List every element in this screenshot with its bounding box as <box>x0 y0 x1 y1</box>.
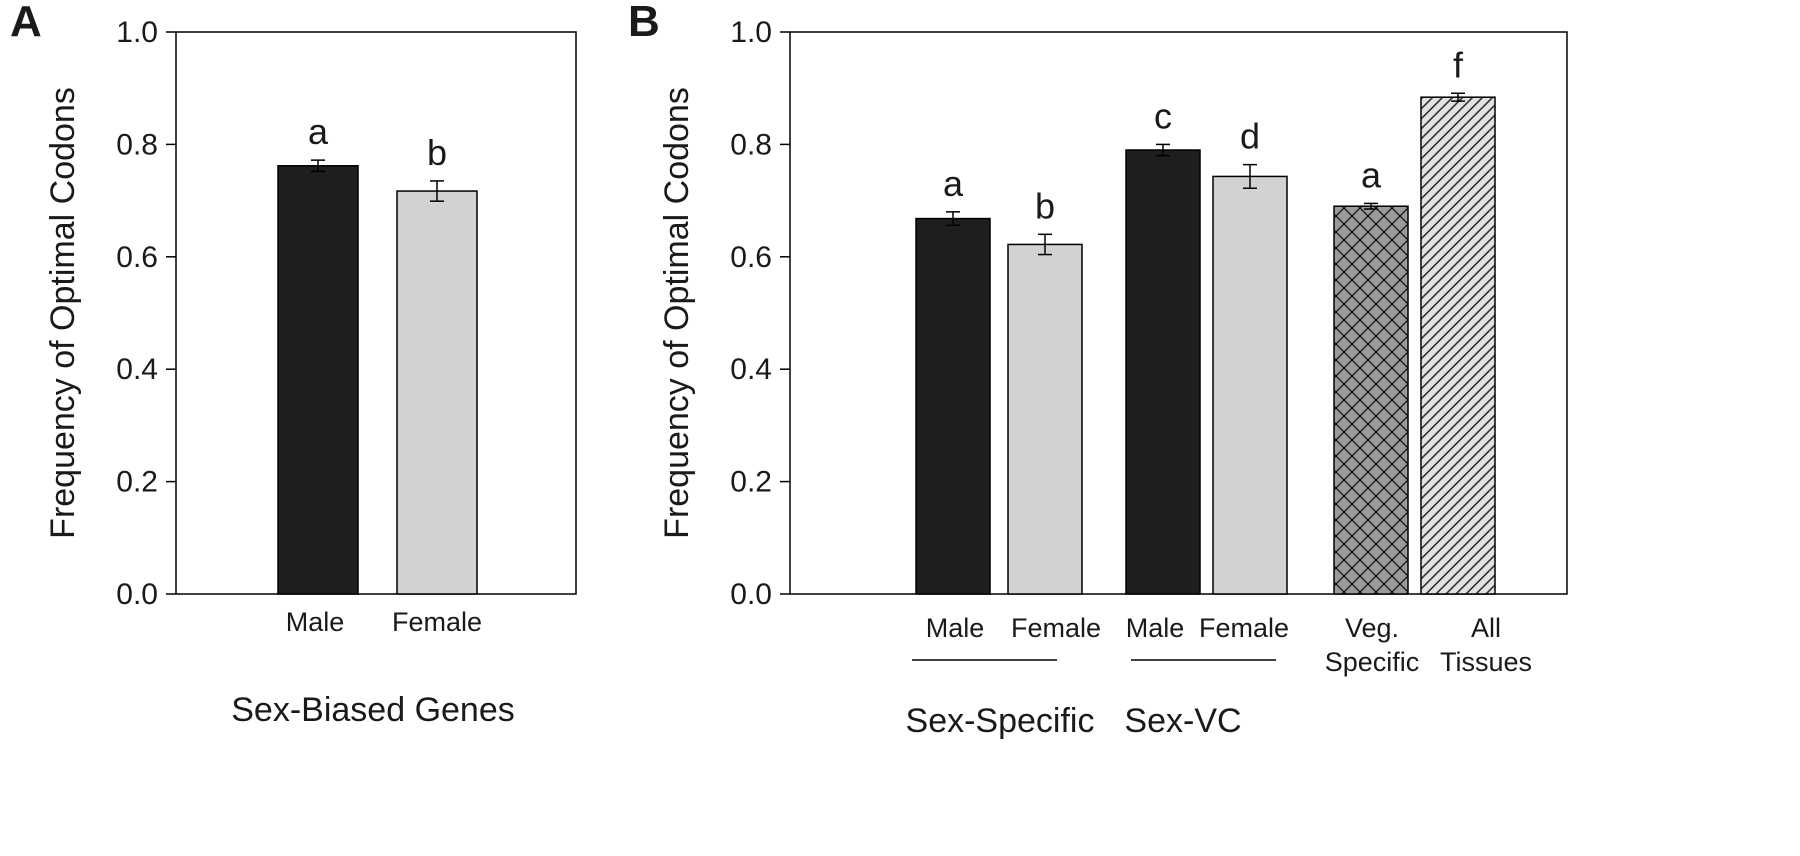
panel-b-y-axis-title: Frequency of Optimal Codons <box>658 87 696 539</box>
panel-b-significance-letter: b <box>1035 185 1055 226</box>
panel-b-significance-letter: a <box>943 163 964 204</box>
panel-b-bar <box>1420 96 1496 595</box>
panel-a-group-label: Sex-Biased Genes <box>231 691 515 729</box>
panel-a-error-bar <box>430 180 444 202</box>
panel-b-error-bar <box>1451 92 1465 102</box>
panel-a-y-axis-title: Frequency of Optimal Codons <box>44 87 82 539</box>
panel-b-y-tick-label: 0.0 <box>730 578 772 611</box>
panel-a-bar <box>277 165 359 595</box>
panel-b-category-label: All <box>1471 613 1501 643</box>
panel-a-plot-frame <box>175 31 577 595</box>
panel-a-y-tick-label: 0.4 <box>116 353 158 386</box>
panel-b-y-tick-label: 0.8 <box>730 128 772 161</box>
panel-b-significance-letter: d <box>1240 116 1260 157</box>
panel-b-error-bar <box>1156 143 1170 157</box>
panel-b-y-ticks: 0.0 0.2 0.4 0.6 0.8 1.0 <box>730 16 790 611</box>
panel-b-y-tick-label: 0.2 <box>730 466 772 499</box>
panel-b: B Frequency of Optimal Codons 0.00.20.40… <box>628 0 1568 740</box>
panel-b-error-bar <box>946 211 960 227</box>
panel-a-bars: a Male b Female <box>277 111 482 637</box>
panel-b-error-bar <box>1364 202 1378 210</box>
panel-b-letter: B <box>628 0 660 46</box>
panel-a-y-tick-label: 0.6 <box>116 241 158 274</box>
panel-b-category-label: Female <box>1011 613 1101 643</box>
panel-b-group-label-sex-specific: Sex-Specific <box>906 702 1095 740</box>
panel-a-y-tick-label: 1.0 <box>116 16 158 49</box>
panel-b-bar <box>1007 243 1083 595</box>
panel-a-y-tick-label: 0.0 <box>116 578 158 611</box>
panel-b-significance-letter: c <box>1154 95 1172 136</box>
panel-a-letter: A <box>10 0 42 46</box>
panel-a-significance-letter: b <box>427 132 447 173</box>
panel-b-significance-letter: a <box>1361 154 1382 195</box>
panel-b-category-label: Male <box>1126 613 1185 643</box>
panel-a-bar <box>396 190 478 595</box>
panel-b-category-label: Male <box>926 613 985 643</box>
panel-b-error-bar <box>1038 233 1052 256</box>
panel-a: A Frequency of Optimal Codons 0.00.20.40… <box>10 0 577 729</box>
panel-b-category-label: Tissues <box>1440 647 1532 677</box>
panel-b-category-label: Specific <box>1325 647 1420 677</box>
panel-b-y-tick-label: 0.6 <box>730 241 772 274</box>
panel-b-bars: a Male b Female c Male d Female a Veg. Specific f Al… <box>915 44 1532 677</box>
panel-b-error-bar <box>1243 163 1257 189</box>
panel-b-bar <box>1212 175 1288 595</box>
panel-b-group-label-sex-vc: Sex-VC <box>1124 702 1241 740</box>
panel-a-category-label: Female <box>392 607 482 637</box>
panel-a-significance-letter: a <box>308 111 329 152</box>
panel-b-category-label: Veg. <box>1345 613 1399 643</box>
panel-a-category-label: Male <box>286 607 345 637</box>
panel-b-bar <box>915 217 991 595</box>
panel-b-bar <box>1125 149 1201 595</box>
panel-b-bar <box>1333 205 1409 595</box>
panel-b-y-tick-label: 1.0 <box>730 16 772 49</box>
panel-a-y-tick-label: 0.8 <box>116 128 158 161</box>
panel-a-y-ticks: 0.0 0.2 0.4 0.6 0.8 1.0 <box>116 16 176 611</box>
panel-b-category-label: Female <box>1199 613 1289 643</box>
panel-b-y-tick-label: 0.4 <box>730 353 772 386</box>
panel-a-y-tick-label: 0.2 <box>116 466 158 499</box>
panel-a-error-bar <box>311 159 325 173</box>
panel-b-significance-letter: f <box>1453 44 1464 85</box>
